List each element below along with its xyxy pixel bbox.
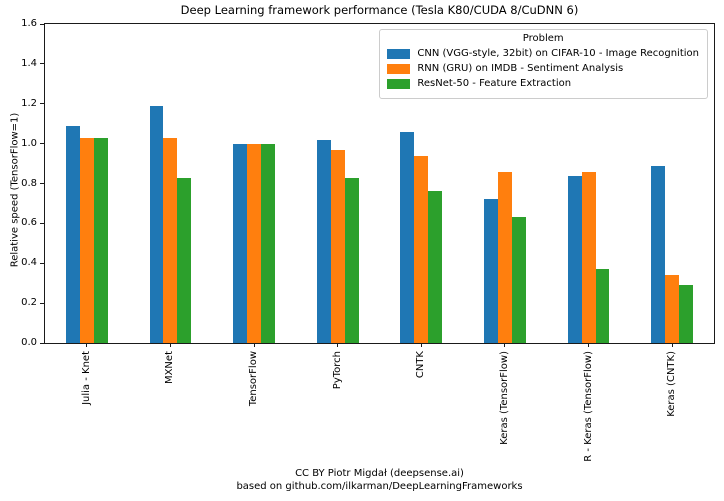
y-tick-mark (40, 302, 44, 304)
bar (344, 177, 359, 343)
legend-item-label: ResNet-50 - Feature Extraction (417, 78, 572, 89)
bar (261, 143, 275, 343)
x-tick-label-text: PyTorch (331, 351, 343, 390)
bar (567, 175, 582, 343)
bar (497, 171, 512, 343)
bar (511, 217, 526, 343)
bar (428, 191, 443, 343)
legend-item-label: CNN (VGG-style, 32bit) on CIFAR-10 - Ima… (417, 48, 699, 59)
x-tick-mark (588, 343, 590, 347)
y-tick-label: 1.6 (21, 18, 37, 29)
legend: Problem CNN (VGG-style, 32bit) on CIFAR-… (379, 29, 708, 99)
x-tick-mark (253, 343, 255, 347)
x-tick-mark (86, 343, 88, 347)
legend-item-label: RNN (GRU) on IMDB - Sentiment Analysis (417, 63, 624, 74)
plot-area: Problem CNN (VGG-style, 32bit) on CIFAR-… (21, 18, 715, 462)
x-tick-mark (504, 343, 506, 347)
bar (93, 137, 108, 343)
legend-swatch (387, 78, 411, 89)
bar (400, 131, 415, 343)
y-tick-mark (40, 103, 44, 105)
y-axis-label-text: Relative speed (TensorFlow=1) (9, 112, 21, 268)
x-tick-mark (671, 343, 673, 347)
x-tick-label-text: CNTK (415, 351, 427, 379)
legend-item: CNN (VGG-style, 32bit) on CIFAR-10 - Ima… (387, 48, 699, 59)
y-tick-mark (40, 262, 44, 264)
y-tick-label: 0.2 (21, 297, 37, 309)
legend-item: RNN (GRU) on IMDB - Sentiment Analysis (387, 63, 699, 74)
y-tick-mark (40, 342, 44, 344)
bar (679, 285, 694, 343)
x-tick-mark (420, 343, 422, 347)
credit-line: CC BY Piotr Migdał (deepsense.ai) (295, 468, 464, 479)
bar (484, 199, 498, 343)
x-tick-label-text: Keras (TensorFlow) (498, 351, 510, 445)
y-tick-label: 1.2 (21, 97, 37, 109)
chart-title: Deep Learning framework performance (Tes… (180, 3, 579, 17)
x-tick-mark (169, 343, 171, 347)
y-tick-mark (40, 183, 44, 184)
legend-swatch (387, 48, 411, 59)
y-tick-label: 1.4 (21, 57, 37, 69)
y-tick-label: 0.6 (21, 217, 37, 229)
legend-title: Problem (522, 33, 564, 44)
y-tick-label: 1.0 (21, 137, 37, 149)
source-line: based on github.com/ilkarman/DeepLearnin… (236, 480, 523, 492)
bar (581, 171, 596, 343)
y-tick-mark (40, 63, 44, 65)
x-tick-label-text: Julia - Knet (80, 351, 92, 405)
x-tick-mark (337, 343, 339, 347)
y-tick-mark (40, 23, 44, 25)
x-tick-label-text: TensorFlow (248, 351, 260, 407)
bar (149, 105, 164, 343)
bar (65, 125, 80, 343)
bar (595, 269, 610, 343)
bar (247, 143, 262, 343)
bar (316, 139, 331, 343)
bar (651, 165, 666, 343)
bar (233, 143, 248, 343)
x-tick-label-text: MXNet (164, 351, 176, 385)
bar (414, 155, 429, 343)
bar (665, 275, 680, 343)
attribution: CC BY Piotr Migdał (deepsense.ai) based … (44, 468, 715, 493)
x-tick-label-text: R - Keras (TensorFlow) (582, 351, 594, 462)
y-tick-label: 0.8 (21, 177, 37, 189)
legend-swatch (387, 63, 411, 74)
y-tick-mark (40, 143, 44, 145)
y-tick-label: 0.4 (21, 257, 37, 269)
bar (177, 177, 192, 343)
y-tick-mark (40, 222, 44, 224)
y-tick-label: 0.0 (21, 337, 37, 348)
legend-item: ResNet-50 - Feature Extraction (387, 78, 699, 89)
bar (330, 149, 345, 343)
x-tick-label-text: Keras (CNTK) (666, 351, 678, 417)
bar (79, 137, 94, 343)
legend-items: CNN (VGG-style, 32bit) on CIFAR-10 - Ima… (387, 48, 699, 89)
bar (163, 137, 178, 343)
